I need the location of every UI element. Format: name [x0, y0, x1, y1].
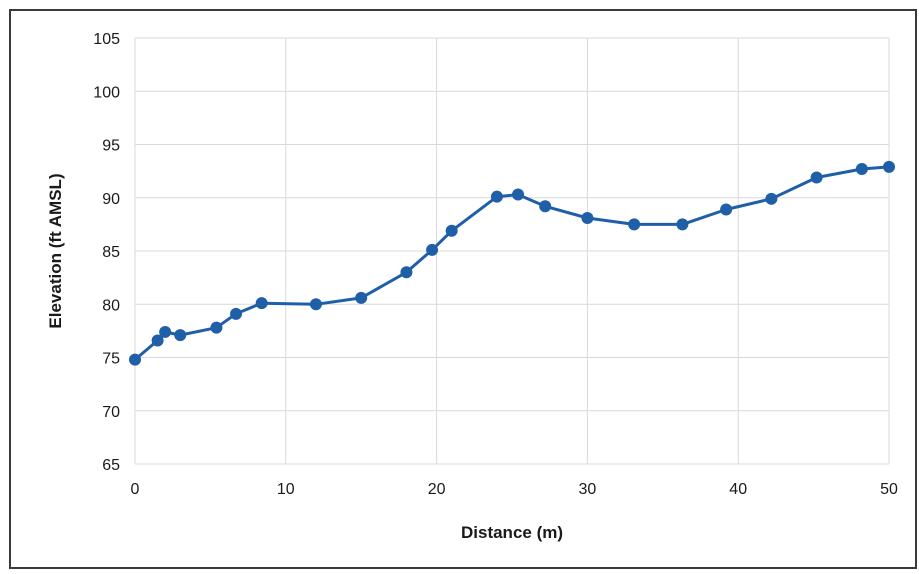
data-point [151, 334, 164, 347]
y-tick-label: 65 [102, 457, 120, 474]
data-point [810, 171, 823, 184]
data-point [720, 203, 733, 216]
data-point [855, 162, 868, 175]
data-point [355, 291, 368, 304]
y-axis-title: Elevation (ft AMSL) [46, 173, 65, 328]
x-axis-title: Distance (m) [461, 523, 563, 542]
y-tick-label: 75 [102, 351, 120, 368]
data-point [490, 190, 503, 203]
data-point [512, 188, 525, 201]
y-tick-labels: 65 70 75 80 85 90 95 100 105 [93, 31, 120, 474]
y-tick-label: 90 [102, 191, 120, 208]
x-tick-label: 20 [428, 481, 446, 498]
data-point [539, 200, 552, 213]
data-point [309, 298, 322, 311]
y-tick-label: 70 [102, 404, 120, 421]
x-tick-label: 50 [880, 481, 898, 498]
data-point [129, 353, 141, 366]
x-tick-label: 30 [579, 481, 597, 498]
data-point [400, 266, 413, 279]
data-point [883, 160, 895, 173]
data-point [426, 243, 439, 256]
x-tick-label: 40 [729, 481, 747, 498]
y-tick-label: 95 [102, 138, 120, 155]
data-point [765, 192, 778, 205]
x-tick-labels: 0 10 20 30 40 50 [131, 481, 898, 498]
data-point [445, 224, 458, 237]
data-point [210, 321, 223, 334]
chart-frame [9, 9, 917, 569]
data-point [255, 297, 268, 310]
y-tick-label: 80 [102, 297, 120, 314]
y-tick-label: 105 [93, 31, 120, 48]
data-point [581, 211, 594, 224]
y-tick-label: 100 [93, 84, 120, 101]
data-point [174, 329, 187, 342]
data-points [129, 160, 895, 366]
data-point [628, 218, 641, 231]
y-tick-label: 85 [102, 244, 120, 261]
grid [134, 37, 890, 465]
data-point [230, 307, 243, 320]
data-point [159, 325, 172, 338]
x-tick-label: 0 [131, 481, 140, 498]
data-point [676, 218, 689, 231]
x-tick-label: 10 [277, 481, 295, 498]
